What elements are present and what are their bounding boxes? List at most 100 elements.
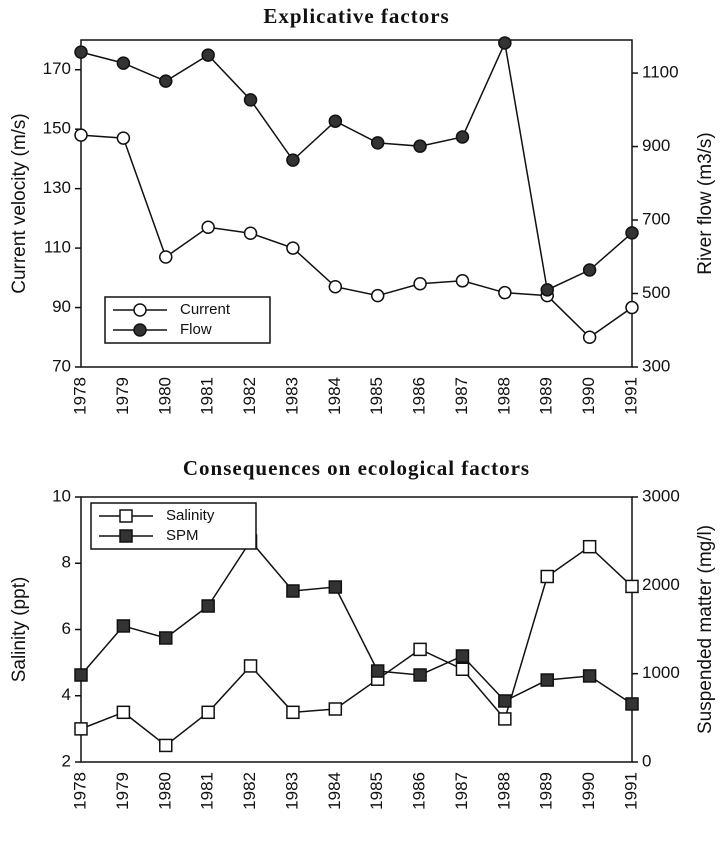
series-line: [80, 545, 633, 747]
y-tick-label: 4: [62, 685, 71, 704]
marker: [286, 584, 300, 598]
marker: [74, 45, 88, 59]
marker: [540, 283, 554, 297]
y-tick-label: 150: [43, 119, 71, 138]
y2-tick-label: 500: [642, 283, 670, 302]
marker: [582, 539, 597, 554]
y2-tick-label: 1000: [642, 663, 680, 682]
x-tick-label: 1979: [113, 377, 132, 415]
x-tick-label: 1980: [155, 377, 174, 415]
marker: [116, 131, 131, 145]
marker: [413, 139, 427, 153]
marker: [74, 128, 88, 142]
y-tick-label: 2: [62, 751, 71, 770]
x-tick-label: 1984: [325, 377, 344, 415]
legend-marker: [133, 323, 147, 337]
marker: [540, 673, 554, 687]
x-tick-label: 1990: [579, 377, 598, 415]
y-tick-label: 110: [44, 238, 71, 257]
x-tick-label: 1986: [410, 377, 429, 415]
marker: [582, 330, 597, 345]
marker: [498, 712, 512, 726]
series-line: [80, 134, 633, 339]
x-tick-label: 1987: [452, 377, 471, 415]
marker: [116, 705, 131, 720]
x-tick-label: 1982: [240, 377, 259, 415]
marker: [243, 93, 258, 107]
x-tick-label: 1984: [325, 772, 344, 810]
y2-tick-label: 900: [642, 136, 670, 155]
marker: [116, 56, 131, 70]
x-tick-label: 1989: [537, 772, 556, 810]
x-tick-label: 1985: [367, 772, 386, 810]
x-tick-label: 1986: [410, 772, 429, 810]
x-tick-label: 1980: [155, 772, 174, 810]
plot-frame: [80, 39, 633, 368]
marker: [370, 664, 385, 678]
y-tick-label: 8: [62, 553, 71, 572]
legend-label: Salinity: [166, 507, 215, 524]
x-tick-label: 1991: [621, 377, 640, 415]
y2-tick-label: 1100: [642, 63, 679, 82]
chart-title: Explicative factors: [263, 4, 449, 28]
marker: [286, 153, 300, 167]
x-tick-label: 1987: [452, 772, 471, 810]
series-line: [80, 40, 633, 291]
marker: [201, 705, 215, 720]
marker: [498, 36, 512, 50]
marker: [328, 580, 343, 594]
marker: [74, 668, 88, 682]
y2-tick-label: 700: [642, 210, 670, 229]
marker: [328, 702, 343, 716]
legend-box: [104, 296, 271, 344]
marker: [582, 263, 597, 277]
y-axis-label: Current velocity (m/s): [9, 113, 30, 294]
y-tick-label: 130: [43, 178, 71, 197]
marker: [116, 619, 131, 633]
marker: [498, 285, 512, 300]
x-tick-label: 1981: [198, 377, 217, 415]
legend-marker: [119, 529, 133, 543]
marker: [159, 738, 173, 753]
marker: [625, 697, 639, 711]
marker: [74, 722, 88, 736]
marker: [625, 226, 639, 240]
legend-marker: [119, 509, 133, 523]
marker: [540, 569, 554, 584]
y-axis-label: Salinity (ppt): [9, 577, 30, 683]
series-line: [80, 539, 633, 705]
marker: [328, 279, 343, 294]
marker: [413, 668, 427, 682]
legend-box: [90, 502, 257, 550]
marker: [243, 226, 258, 240]
x-tick-label: 1985: [367, 377, 386, 415]
marker: [455, 649, 470, 663]
y2-tick-label: 0: [642, 751, 651, 770]
legend-label: Flow: [180, 321, 212, 338]
legend-label: SPM: [166, 527, 199, 544]
x-tick-label: 1981: [198, 772, 217, 810]
marker: [413, 277, 427, 291]
marker: [243, 659, 258, 673]
marker: [286, 705, 300, 720]
x-tick-label: 1991: [621, 772, 640, 810]
chart-title: Consequences on ecological factors: [183, 456, 530, 480]
marker: [370, 288, 385, 303]
x-tick-label: 1979: [113, 772, 132, 810]
y2-axis-label: Suspended matter (mg/l): [695, 525, 716, 734]
marker: [328, 114, 343, 128]
x-tick-label: 1982: [240, 772, 259, 810]
x-tick-label: 1978: [70, 377, 89, 415]
marker: [582, 669, 597, 683]
marker: [625, 300, 639, 315]
marker: [159, 250, 173, 264]
legend-label: Current: [180, 301, 231, 318]
x-tick-label: 1983: [282, 377, 301, 415]
y-tick-label: 10: [52, 486, 71, 505]
marker: [286, 241, 300, 255]
marker: [201, 599, 215, 613]
y-tick-label: 6: [62, 619, 71, 638]
y-tick-label: 70: [52, 356, 71, 375]
marker: [625, 579, 639, 594]
